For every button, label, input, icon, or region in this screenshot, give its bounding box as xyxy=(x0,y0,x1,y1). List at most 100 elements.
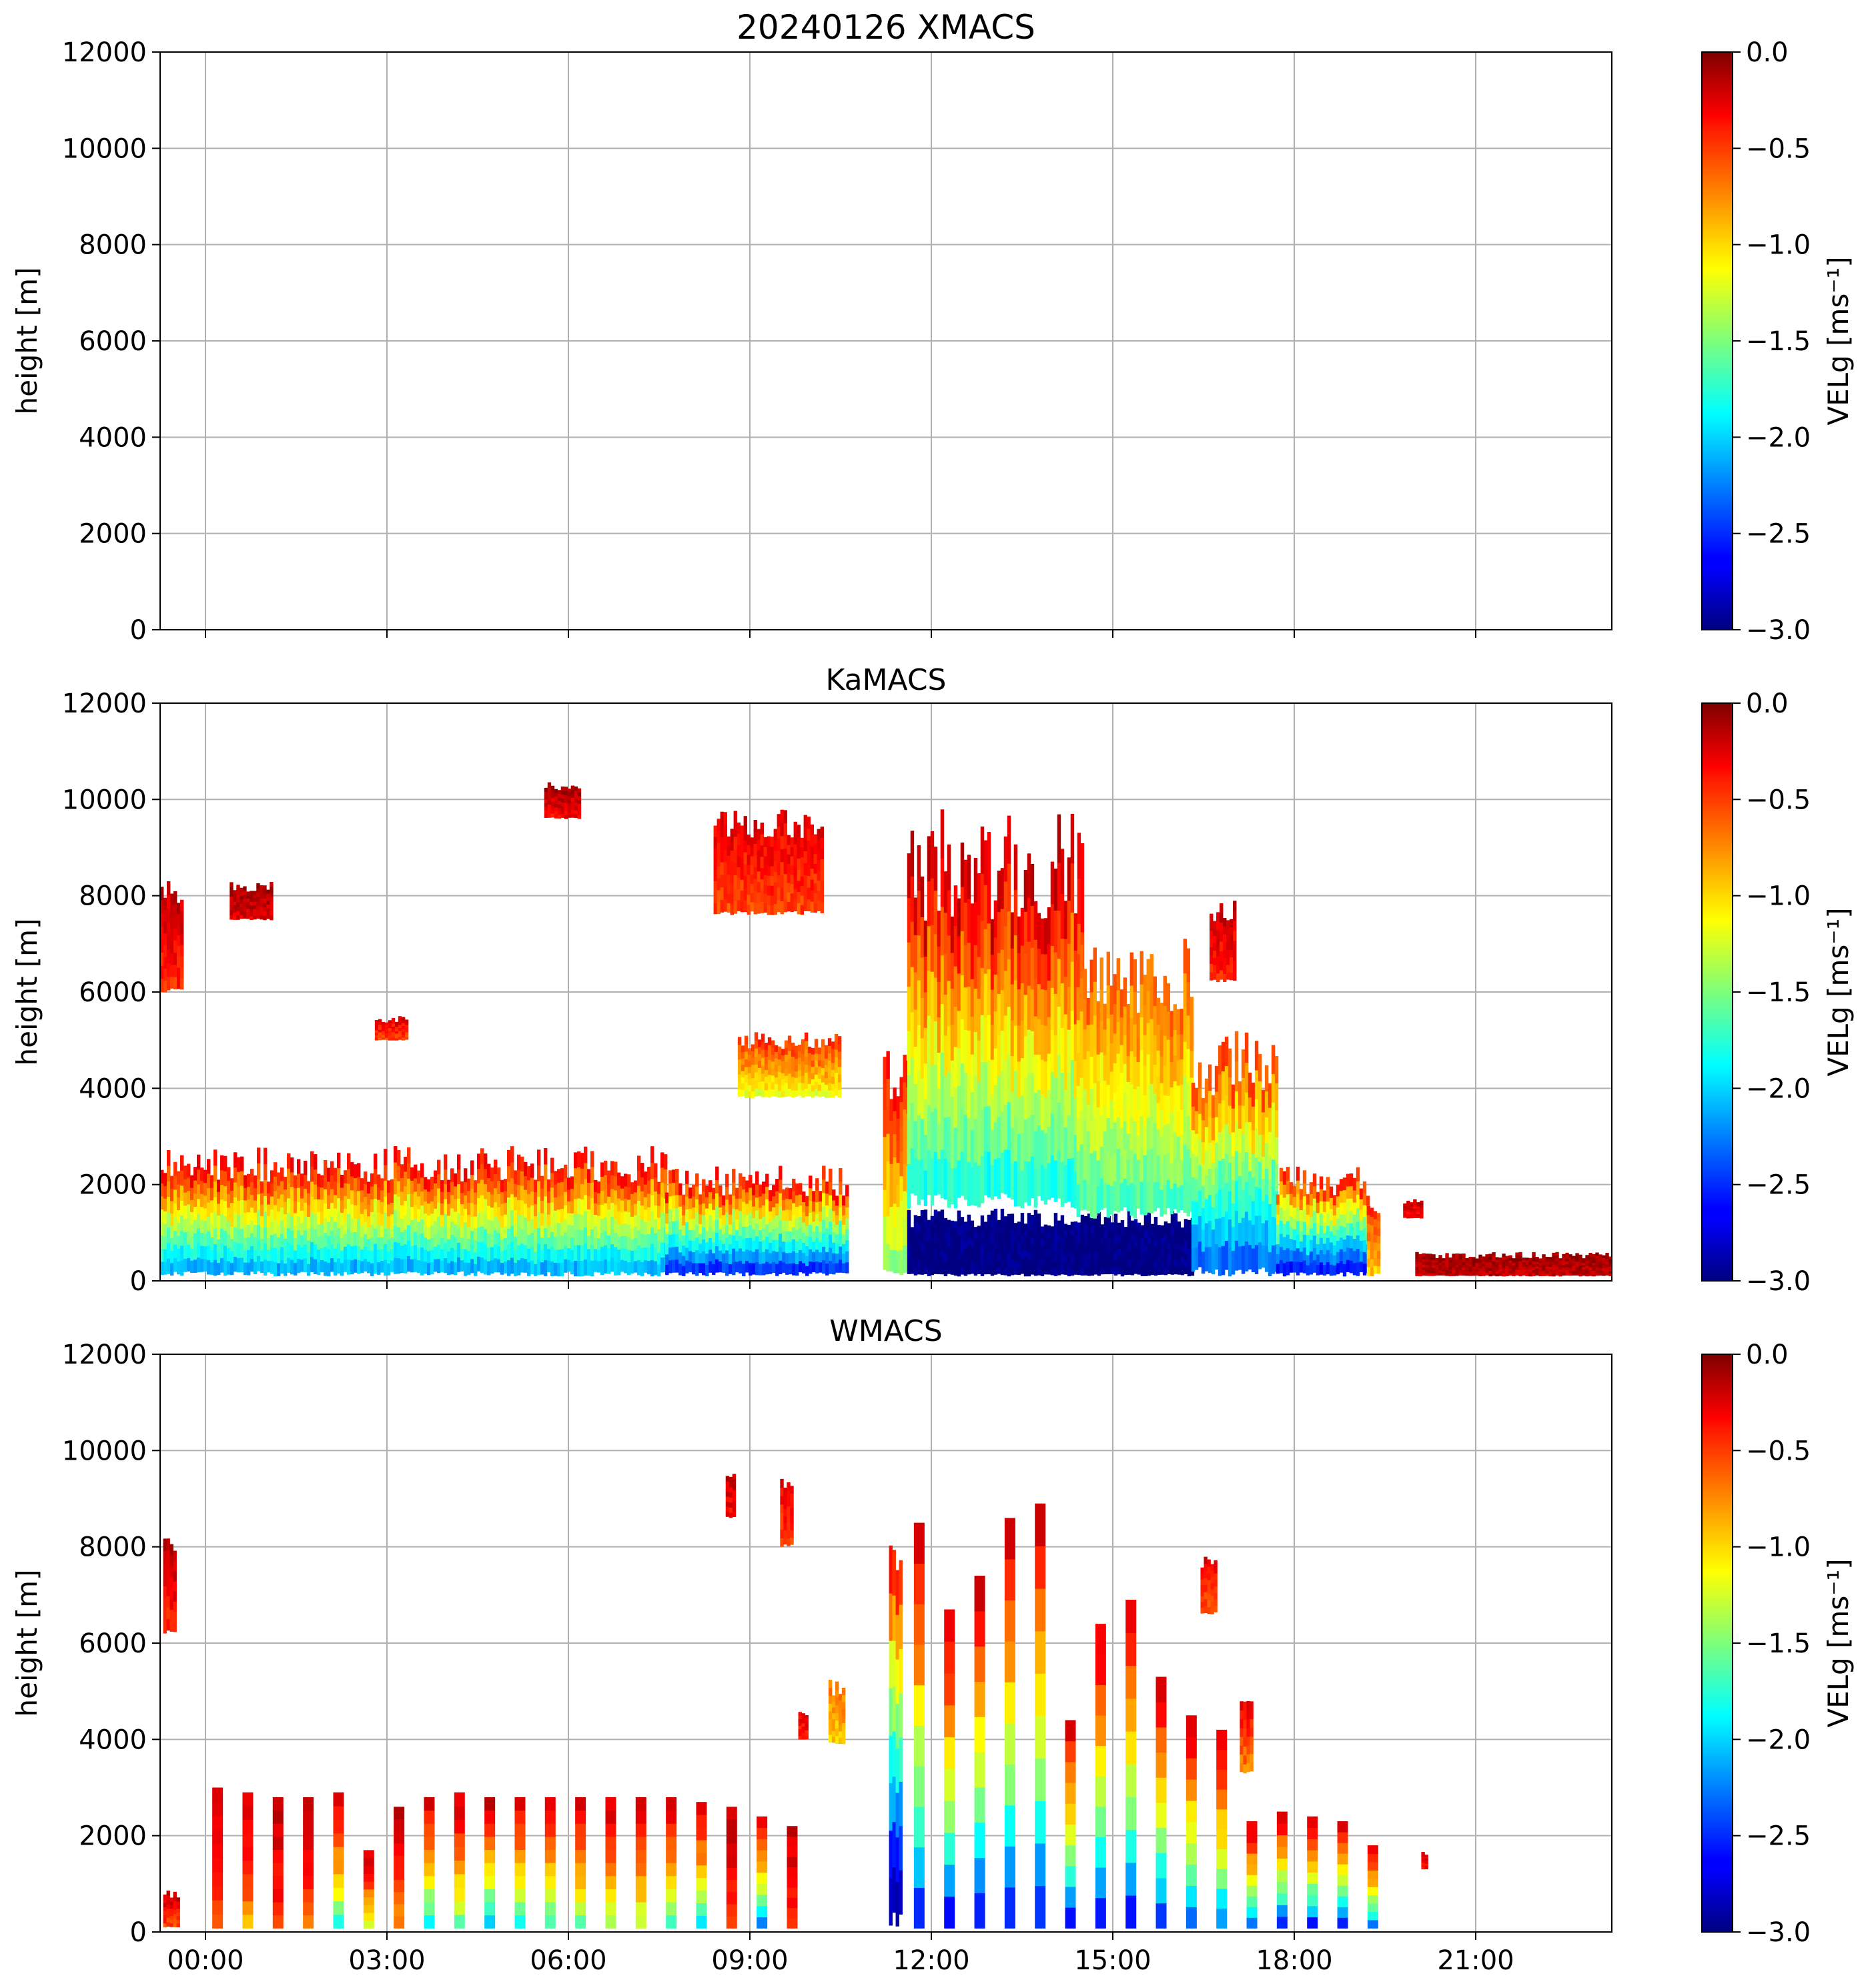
cloud-streak xyxy=(913,1046,918,1084)
cloud-streak xyxy=(394,1258,398,1274)
cloud-streak xyxy=(750,883,754,893)
cloud-streak xyxy=(930,1252,935,1261)
cloud-streak xyxy=(712,1253,716,1264)
cloud-streak xyxy=(791,1063,795,1071)
cloud-streak xyxy=(953,925,958,967)
cloud-streak xyxy=(665,1192,669,1203)
cloud-streak xyxy=(917,979,921,1025)
cloud-streak xyxy=(1535,1268,1539,1272)
cloud-streak xyxy=(817,829,821,840)
cloud-streak xyxy=(821,1075,825,1083)
cloud-streak xyxy=(1190,1050,1194,1078)
cloud-streak xyxy=(762,1193,766,1205)
cloud-streak xyxy=(967,1229,971,1237)
cloud-streak xyxy=(1248,1219,1252,1246)
cloud-streak xyxy=(244,1212,248,1225)
cloud-streak xyxy=(227,1167,231,1181)
cloud-streak xyxy=(193,1219,197,1233)
cloud-streak xyxy=(250,905,254,909)
cloud-streak xyxy=(170,1262,174,1276)
cloud-streak xyxy=(1106,1151,1110,1185)
cloud-streak xyxy=(340,1187,344,1201)
cloud-streak xyxy=(764,1089,769,1097)
cloud-streak xyxy=(1173,1157,1177,1184)
cloud-streak xyxy=(1127,1234,1131,1243)
cloud-streak xyxy=(1023,1223,1028,1231)
cloud-streak xyxy=(1133,1056,1137,1089)
cloud-streak xyxy=(1139,1049,1143,1083)
cloud-streak xyxy=(983,1228,988,1235)
cloud-streak xyxy=(814,1088,819,1096)
cloud-streak xyxy=(264,1163,268,1180)
cloud-streak xyxy=(1211,1095,1216,1118)
cloud-streak xyxy=(240,907,244,911)
cloud-streak xyxy=(1264,1168,1269,1195)
cloud-streak xyxy=(550,1201,554,1217)
cloud-streak xyxy=(737,1059,742,1067)
cloud-streak xyxy=(344,1221,348,1234)
cloud-streak xyxy=(747,1085,752,1092)
cloud-streak xyxy=(270,1234,274,1248)
cloud-streak xyxy=(837,1081,842,1090)
cloud-streak xyxy=(824,1091,829,1098)
cloud-streak xyxy=(967,855,971,899)
cloud-streak xyxy=(1043,989,1048,1026)
cloud-streak xyxy=(1060,1072,1065,1118)
cloud-streak xyxy=(1346,1260,1350,1273)
cloud-streak xyxy=(450,1207,454,1222)
cloud-streak xyxy=(1492,1252,1496,1256)
cloud-streak xyxy=(883,1109,887,1137)
cloud-streak xyxy=(374,1022,379,1026)
cloud-streak xyxy=(1033,901,1038,940)
cloud-streak xyxy=(1244,1181,1249,1212)
cloud-streak xyxy=(430,1237,434,1250)
cloud-streak xyxy=(784,1089,789,1097)
cloud-streak xyxy=(404,1185,408,1201)
cloud-streak xyxy=(384,1196,388,1213)
cloud-streak xyxy=(1309,1193,1314,1206)
cloud-streak xyxy=(1289,1204,1294,1217)
cloud-streak xyxy=(772,1250,776,1262)
cloud-streak xyxy=(450,1181,454,1195)
cloud-streak xyxy=(574,1245,578,1262)
cloud-streak xyxy=(1153,1260,1158,1269)
cloud-streak xyxy=(805,1225,809,1237)
cloud-streak xyxy=(253,912,257,917)
cloud-streak xyxy=(424,1237,428,1250)
cloud-streak xyxy=(997,1034,1001,1076)
cloud-streak xyxy=(1552,1264,1556,1268)
cloud-streak xyxy=(1027,985,1031,1030)
cloud-streak xyxy=(709,1249,713,1262)
cloud-streak xyxy=(802,1232,806,1244)
cloud-streak xyxy=(1306,1234,1310,1246)
cloud-streak xyxy=(260,889,264,895)
cloud-streak xyxy=(624,1198,628,1211)
cloud-streak xyxy=(550,1187,554,1203)
cloud-streak xyxy=(287,1227,291,1244)
cloud-streak xyxy=(1103,1260,1108,1268)
cloud-streak xyxy=(1109,985,1113,1015)
cloud-streak xyxy=(507,1244,511,1261)
cloud-streak xyxy=(470,1244,474,1260)
cloud-streak xyxy=(217,1262,221,1275)
cloud-streak xyxy=(1173,1106,1177,1133)
cloud-streak xyxy=(1465,1264,1469,1268)
cloud-streak xyxy=(193,1179,197,1194)
cloud-streak xyxy=(664,1154,668,1169)
cloud-streak xyxy=(811,1060,815,1067)
cloud-streak xyxy=(560,809,565,815)
cloud-streak xyxy=(973,1245,978,1252)
cloud-streak xyxy=(829,1247,833,1262)
cloud-streak xyxy=(764,1049,769,1057)
cloud-streak xyxy=(1274,1109,1279,1137)
cloud-streak xyxy=(749,1262,753,1276)
cloud-streak xyxy=(745,1260,749,1273)
cloud-streak xyxy=(977,1244,981,1250)
cloud-streak xyxy=(933,1107,938,1152)
cloud-streak xyxy=(1130,1233,1135,1241)
cloud-streak xyxy=(274,1204,278,1219)
cloud-streak xyxy=(930,831,935,879)
cloud-streak xyxy=(665,1233,669,1245)
cloud-streak xyxy=(802,1221,806,1233)
cloud-streak xyxy=(180,1230,184,1246)
